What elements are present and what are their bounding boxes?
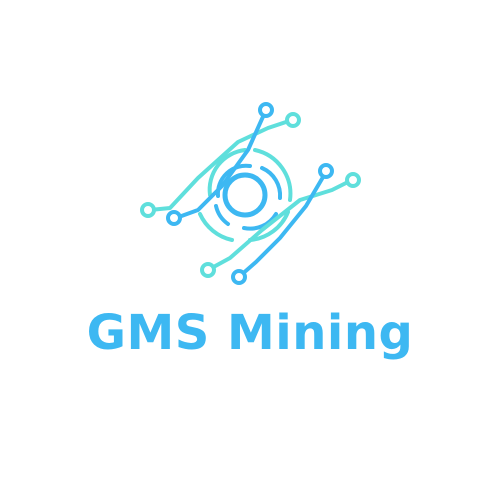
brand-name: GMS Mining — [86, 305, 414, 361]
circuit-ring-icon — [140, 102, 361, 285]
